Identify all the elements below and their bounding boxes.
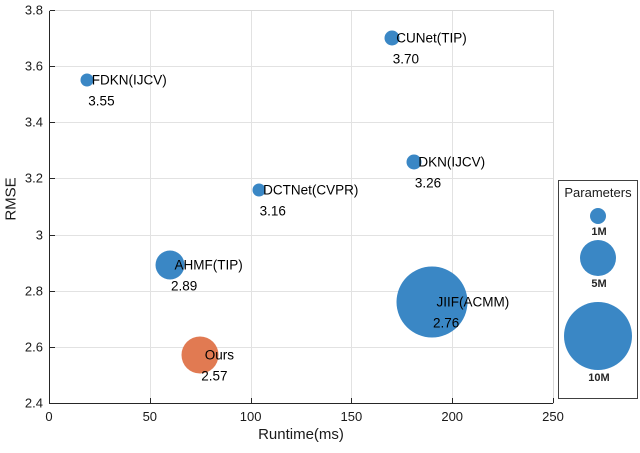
data-point-name: DCTNet(CVPR)	[263, 182, 359, 198]
x-tick-mark	[49, 398, 50, 403]
y-tick-mark	[50, 346, 55, 348]
x-tick-label: 150	[340, 409, 363, 424]
x-tick-label: 100	[239, 409, 262, 424]
y-tick-mark	[50, 122, 55, 124]
data-point-bubble	[80, 73, 94, 87]
gridline-x	[452, 10, 454, 403]
legend-bubble-10m	[564, 302, 632, 370]
y-tick-label: 3.2	[24, 170, 43, 186]
data-point-bubble	[384, 30, 400, 46]
data-point-name: FDKN(IJCV)	[91, 72, 167, 88]
y-tick-label: 2.4	[24, 395, 43, 411]
gridline-x	[351, 10, 353, 403]
y-tick-label: 3.8	[24, 2, 43, 18]
gridline-y	[49, 234, 553, 236]
gridline-x	[250, 10, 252, 403]
x-tick-mark	[250, 398, 252, 403]
y-tick-mark	[50, 234, 55, 236]
x-tick-mark	[149, 398, 151, 403]
data-point-value: 2.89	[170, 278, 198, 294]
y-tick-mark	[50, 178, 55, 180]
x-tick-label: 250	[542, 409, 564, 424]
data-point-name: AHMF(TIP)	[174, 257, 243, 273]
y-tick-label: 2.8	[24, 283, 43, 299]
legend-label-5m: 5M	[591, 278, 607, 290]
axis-spine-right	[553, 10, 554, 404]
y-tick-label: 2.6	[24, 339, 43, 355]
axis-spine-left	[49, 10, 51, 404]
gridline-y	[49, 122, 553, 124]
gridline-y	[49, 346, 553, 348]
legend-label-1m: 1M	[591, 226, 607, 238]
data-point-bubble	[155, 250, 185, 280]
y-axis-label: RMSE	[2, 176, 20, 221]
data-point-name: CUNet(TIP)	[396, 30, 467, 46]
y-tick-mark	[50, 10, 55, 11]
y-tick-label: 3	[35, 227, 43, 243]
x-tick-label: 0	[45, 409, 53, 424]
data-point-name: Ours	[204, 347, 234, 363]
y-tick-label: 3.6	[24, 58, 43, 74]
legend-bubble-5m	[580, 240, 616, 276]
legend-label-10m: 10M	[588, 372, 610, 384]
data-point-bubble	[181, 336, 219, 374]
data-point-name: DKN(IJCV)	[418, 154, 486, 170]
x-tick-mark	[351, 398, 353, 403]
x-axis-label: Runtime(ms)	[258, 426, 344, 443]
gridline-y	[49, 66, 553, 68]
y-tick-mark	[50, 290, 55, 292]
y-tick-mark	[50, 403, 55, 404]
data-point-value: 3.16	[259, 203, 286, 219]
y-tick-mark	[50, 66, 55, 68]
x-tick-label: 50	[142, 409, 158, 424]
x-tick-label: 200	[441, 409, 464, 424]
legend-title: Parameters	[564, 185, 632, 200]
legend-bubble-1m	[590, 208, 606, 224]
data-point-value: 3.70	[392, 51, 419, 67]
y-tick-label: 3.4	[24, 114, 43, 130]
x-tick-mark	[452, 398, 454, 403]
data-point-bubble	[406, 154, 422, 170]
data-point-value: 2.76	[433, 315, 460, 331]
x-tick-mark	[553, 398, 554, 403]
gridline-y	[49, 178, 553, 180]
data-point-name: JIIF(ACMM)	[436, 294, 510, 310]
data-point-value: 2.57	[201, 368, 228, 384]
legend-parameters: Parameters 1M 5M 10M	[558, 180, 638, 399]
data-point-bubble	[396, 266, 468, 338]
gridline-x	[149, 10, 151, 403]
data-point-value: 3.26	[414, 175, 442, 191]
axis-spine-top	[49, 10, 554, 11]
gridline-y	[49, 290, 553, 292]
axis-spine-bottom	[49, 403, 554, 405]
data-point-value: 3.55	[88, 93, 115, 109]
data-point-bubble	[252, 183, 266, 197]
